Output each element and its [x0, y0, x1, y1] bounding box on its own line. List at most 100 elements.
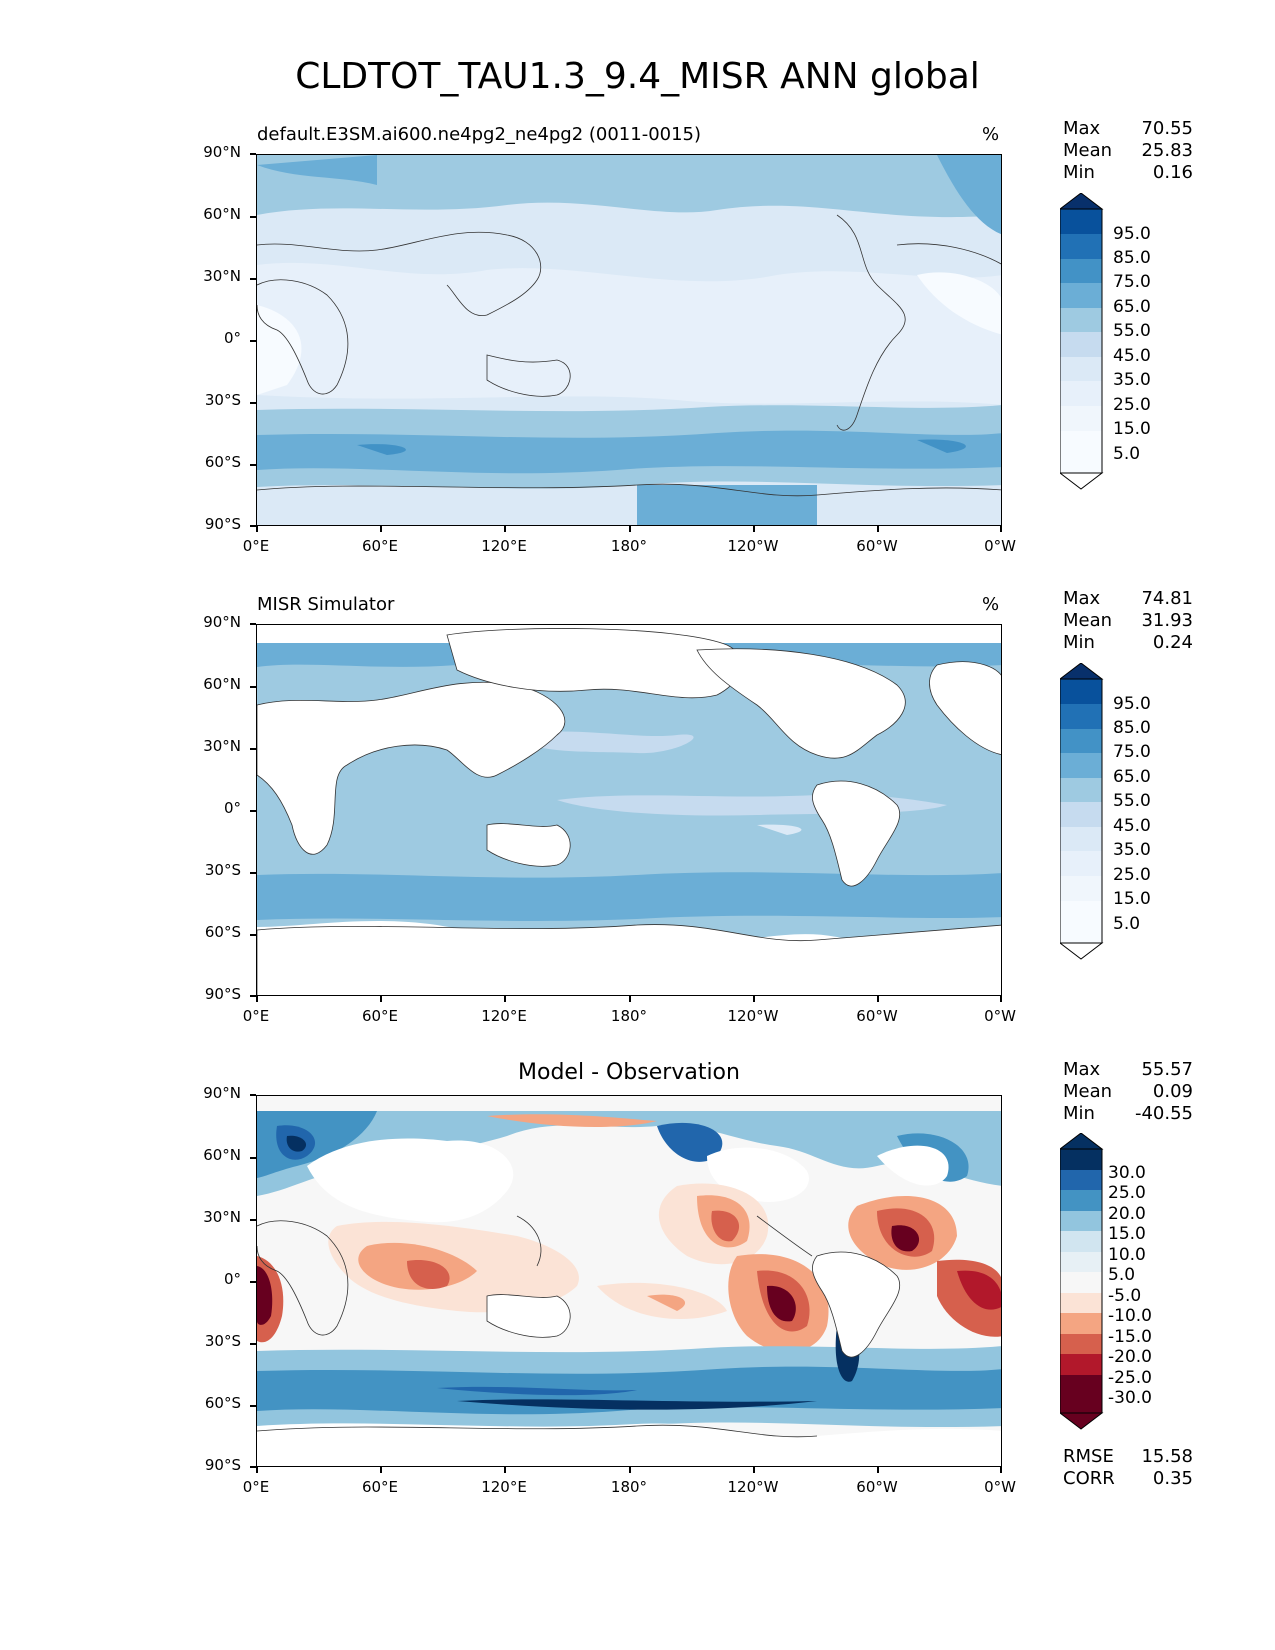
- panel1-lon-0E: 0°E: [242, 537, 270, 555]
- panel2-cbar-label: 15.0: [1113, 889, 1151, 909]
- panel3-lon-120E: 120°E: [481, 1478, 527, 1496]
- panel3-cbar-label: 5.0: [1108, 1265, 1136, 1285]
- panel2-cbar-label: 65.0: [1113, 767, 1151, 787]
- panel2-cbar-label: 85.0: [1113, 718, 1151, 738]
- panel1-cbar-label: 75.0: [1113, 272, 1151, 292]
- panel1-lat-30S: 30°S: [204, 391, 241, 409]
- stat-max: 70.55: [1141, 118, 1193, 139]
- panel2-lon-60E: 60°E: [361, 1007, 399, 1025]
- panel2-lat-90S: 90°S: [204, 985, 241, 1003]
- panel2-lat-30N: 30°N: [203, 737, 241, 755]
- corr-value: 0.35: [1152, 1468, 1193, 1489]
- panel3-lon-0W: 0°W: [984, 1478, 1016, 1496]
- panel3-lat-0: 0°: [223, 1270, 241, 1288]
- corr-label: CORR: [1063, 1468, 1115, 1489]
- colorbar-seg: [1060, 851, 1102, 876]
- panel1-cbar-label: 55.0: [1113, 321, 1151, 341]
- panel3-cbar-label: -5.0: [1108, 1286, 1142, 1306]
- stat-max-label: Max: [1063, 118, 1101, 139]
- panel2-lat-60S: 60°S: [204, 923, 241, 941]
- panel3-lon-120W: 120°W: [727, 1478, 779, 1496]
- panel1-lon-60W: 60°W: [856, 537, 898, 555]
- panel1-cbar-label: 85.0: [1113, 248, 1151, 268]
- colorbar-extend-bottom: [1060, 942, 1104, 960]
- stat-max-label: Max: [1063, 1059, 1101, 1080]
- panel3-cbar-label: 10.0: [1108, 1245, 1146, 1265]
- panel1-cbar-label: 45.0: [1113, 346, 1151, 366]
- stat-mean-label: Mean: [1063, 140, 1113, 161]
- panel2-lat-60N: 60°N: [203, 675, 241, 693]
- colorbar-seg: [1060, 729, 1102, 753]
- panel2-lat-30S: 30°S: [204, 861, 241, 879]
- panel1-lat-0: 0°: [223, 329, 241, 347]
- panel2-lon-120W: 120°W: [727, 1007, 779, 1025]
- panel2-cbar-label: 55.0: [1113, 791, 1151, 811]
- stat-min-label: Min: [1063, 162, 1095, 183]
- colorbar-seg: [1060, 1231, 1102, 1252]
- panel2-cbar-label: 95.0: [1113, 694, 1151, 714]
- panel3-title: Model - Observation: [518, 1060, 740, 1085]
- colorbar-seg: [1060, 901, 1102, 943]
- colorbar-seg: [1060, 704, 1102, 729]
- figure-title: CLDTOT_TAU1.3_9.4_MISR ANN global: [295, 56, 980, 97]
- panel3-cbar-label: 30.0: [1108, 1163, 1146, 1183]
- panel3-lat-90N: 90°N: [203, 1084, 241, 1102]
- panel1-colorbar: [1060, 193, 1104, 490]
- colorbar-extend-top: [1060, 1133, 1104, 1150]
- panel1-cbar-label: 25.0: [1113, 395, 1151, 415]
- stat-mean-label: Mean: [1063, 610, 1113, 631]
- panel2-cbar-label: 35.0: [1113, 840, 1151, 860]
- colorbar-extend-top: [1060, 193, 1104, 210]
- panel3-cbar-label: -25.0: [1108, 1368, 1152, 1388]
- panel3-lat-60S: 60°S: [204, 1394, 241, 1412]
- panel2-lat-0: 0°: [223, 799, 241, 817]
- colorbar-seg: [1060, 1375, 1102, 1413]
- panel2-colorbar: [1060, 663, 1104, 960]
- panel2-cbar-label: 25.0: [1113, 865, 1151, 885]
- colorbar-seg: [1060, 1149, 1102, 1170]
- panel2-units: %: [982, 594, 1000, 615]
- panel3-lon-0E: 0°E: [242, 1478, 270, 1496]
- panel3-lat-30S: 30°S: [204, 1332, 241, 1350]
- colorbar-seg: [1060, 753, 1102, 778]
- panel1-map: [256, 154, 1002, 526]
- panel1-cbar-label: 65.0: [1113, 297, 1151, 317]
- panel3-stats: Max 55.57 Mean 0.09 Min -40.55: [1063, 1059, 1193, 1125]
- colorbar-seg: [1060, 802, 1102, 827]
- colorbar-seg: [1060, 679, 1102, 704]
- colorbar-seg: [1060, 1190, 1102, 1211]
- panel1-lat-30N: 30°N: [203, 267, 241, 285]
- colorbar-seg: [1060, 1313, 1102, 1334]
- rmse-label: RMSE: [1063, 1446, 1114, 1467]
- panel3-cbar-label: 25.0: [1108, 1183, 1146, 1203]
- panel2-lon-60W: 60°W: [856, 1007, 898, 1025]
- panel3-cbar-label: -20.0: [1108, 1347, 1152, 1367]
- panel3-lon-60E: 60°E: [361, 1478, 399, 1496]
- stat-min-label: Min: [1063, 632, 1095, 653]
- colorbar-seg: [1060, 876, 1102, 901]
- stat-mean: 31.93: [1141, 610, 1193, 631]
- panel3-colorbar: [1060, 1133, 1104, 1430]
- panel3-cbar-label: -10.0: [1108, 1306, 1152, 1326]
- panel2-cbar-label: 75.0: [1113, 742, 1151, 762]
- colorbar-seg: [1060, 827, 1102, 851]
- colorbar-seg: [1060, 1334, 1102, 1354]
- panel3-lat-60N: 60°N: [203, 1146, 241, 1164]
- colorbar-extend-top: [1060, 663, 1104, 680]
- colorbar-seg: [1060, 431, 1102, 473]
- stat-min: -40.55: [1134, 1103, 1193, 1124]
- panel1-stats: Max 70.55 Mean 25.83 Min 0.16: [1063, 118, 1193, 184]
- panel3-cbar-label: 20.0: [1108, 1204, 1146, 1224]
- panel1-lat-90S: 90°S: [204, 515, 241, 533]
- panel3-metrics: RMSE 15.58 CORR 0.35: [1063, 1446, 1193, 1490]
- panel1-cbar-label: 5.0: [1113, 444, 1141, 464]
- colorbar-seg: [1060, 1354, 1102, 1375]
- stat-mean: 25.83: [1141, 140, 1193, 161]
- colorbar-seg: [1060, 406, 1102, 431]
- colorbar-seg: [1060, 357, 1102, 381]
- stat-mean: 0.09: [1152, 1081, 1193, 1102]
- panel3-cbar-label: 15.0: [1108, 1224, 1146, 1244]
- colorbar-extend-bottom: [1060, 1412, 1104, 1430]
- colorbar-extend-bottom: [1060, 472, 1104, 490]
- panel1-lat-60N: 60°N: [203, 205, 241, 223]
